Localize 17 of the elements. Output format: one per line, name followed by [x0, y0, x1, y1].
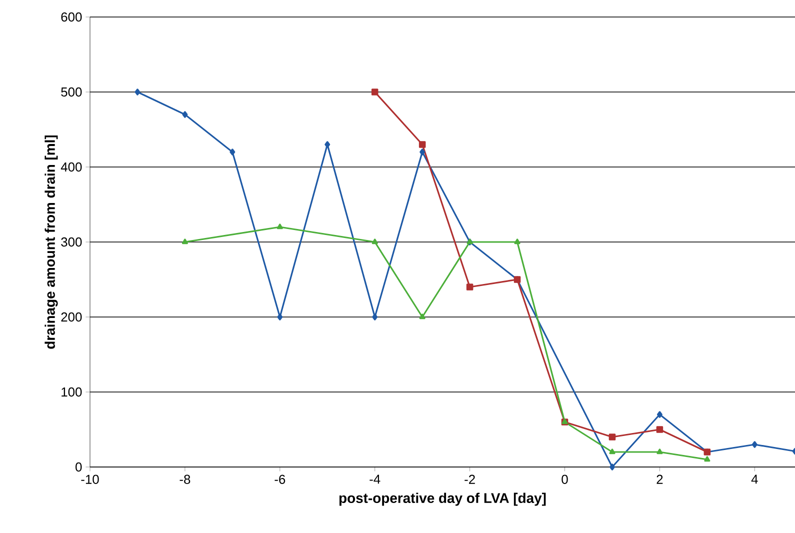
y-tick-label: 200: [61, 312, 82, 322]
y-tick-label: 400: [60, 162, 82, 172]
x-axis-title: post-operative day of LVA [day]: [339, 492, 546, 506]
x-tick-label: 2: [656, 474, 663, 484]
y-tick-label: 300: [61, 237, 82, 247]
x-tick-label: 4: [751, 474, 758, 484]
y-tick-label: 0: [76, 462, 82, 472]
y-tick-label: 100: [62, 387, 82, 397]
x-tick-label: -8: [180, 474, 190, 484]
x-tick-label: -10: [81, 474, 99, 484]
x-tick-label: 0: [562, 474, 568, 484]
y-tick-label: 500: [61, 87, 82, 97]
y-axis-title: drainage amount from drain [ml]: [44, 135, 58, 349]
y-tick-label: 600: [61, 12, 82, 22]
x-tick-label: -6: [274, 474, 286, 484]
x-tick-label: -2: [464, 474, 475, 484]
x-tick-label: -4: [370, 474, 380, 484]
